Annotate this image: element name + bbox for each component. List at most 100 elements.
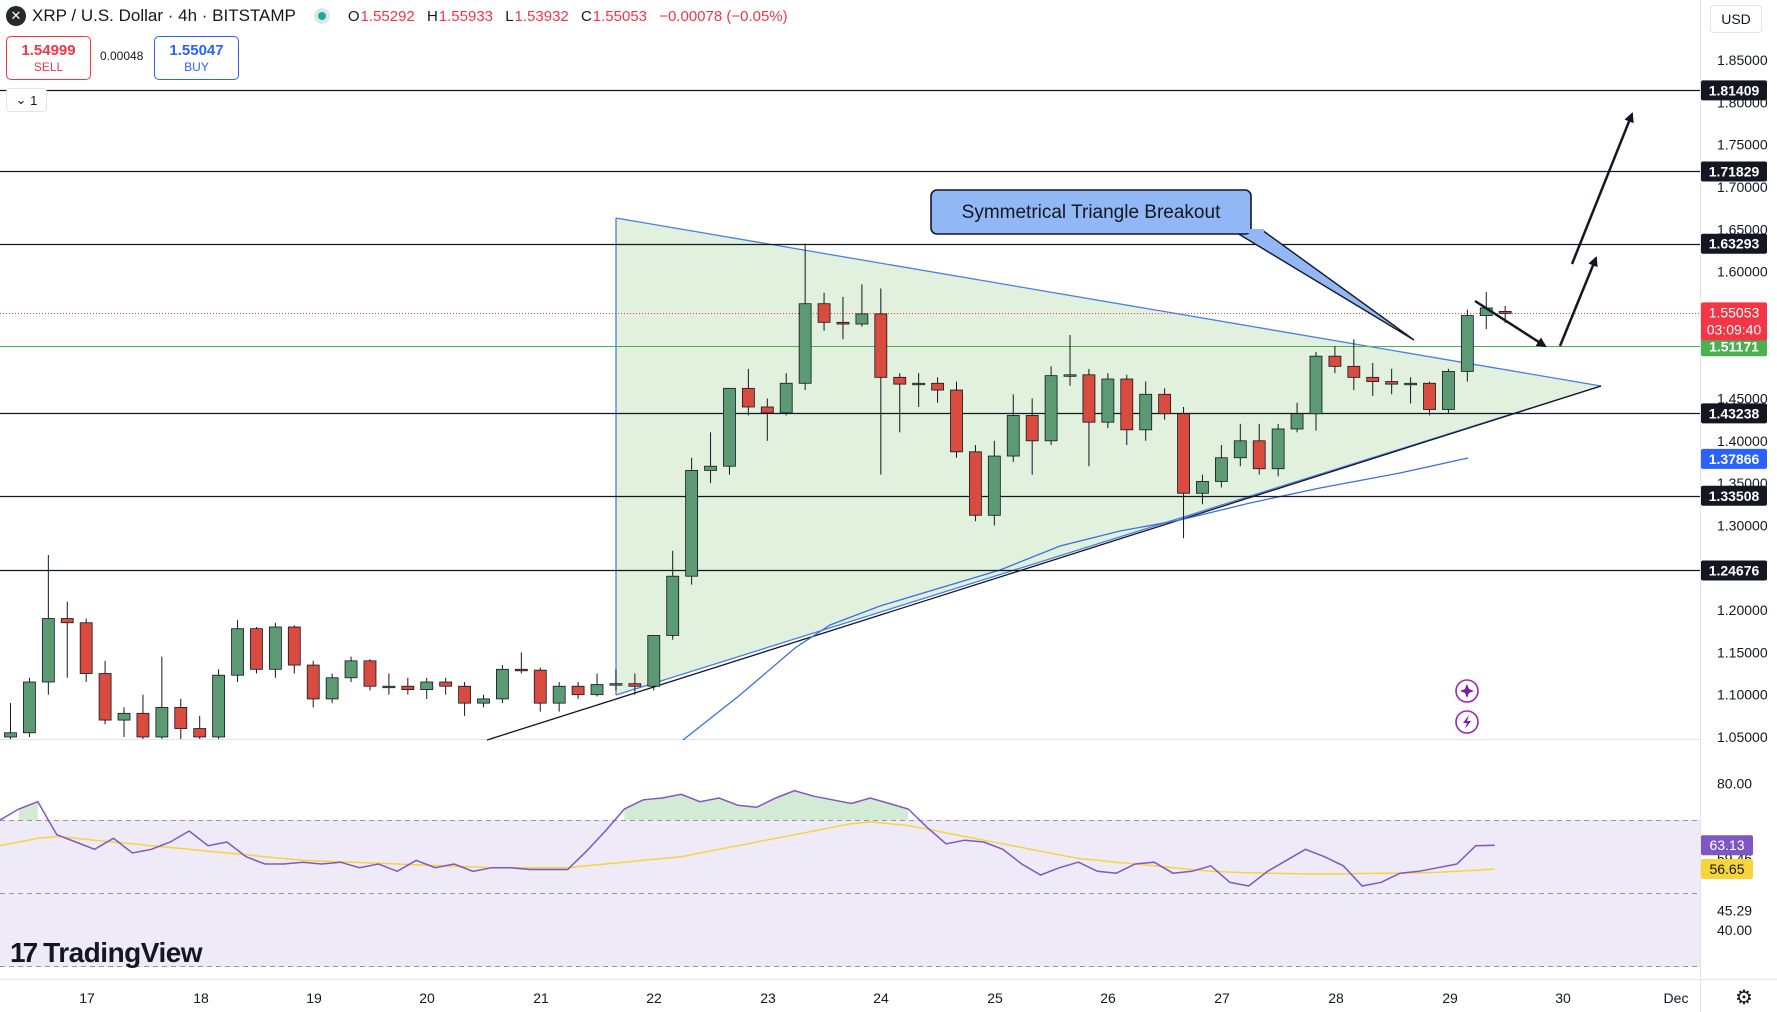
tradingview-logo[interactable]: 17 TradingView xyxy=(10,937,203,969)
candle xyxy=(1460,309,1474,382)
candle xyxy=(268,622,282,678)
target-arrow-2 xyxy=(1570,112,1634,265)
level-tag-s2: 1.33508 xyxy=(1701,485,1767,506)
x-tick-label: 20 xyxy=(419,990,435,1006)
candle xyxy=(4,703,17,739)
callout-pointer xyxy=(1229,229,1415,341)
currency-selector[interactable]: USD xyxy=(1710,5,1762,33)
level-tag-s3: 1.24676 xyxy=(1701,560,1767,581)
candle xyxy=(1101,373,1115,429)
x-tick-label: 26 xyxy=(1100,990,1116,1006)
candle xyxy=(874,288,888,475)
candle xyxy=(1328,346,1342,374)
candle xyxy=(1196,474,1209,505)
market-status-icon[interactable] xyxy=(317,12,326,20)
candle xyxy=(41,555,55,695)
triangle-upper-trendline xyxy=(615,217,1602,387)
candle xyxy=(344,656,358,682)
svg-text:56.65: 56.65 xyxy=(1709,861,1744,877)
candle xyxy=(552,681,566,712)
level-tag-r3: 1.63293 xyxy=(1701,233,1767,254)
svg-text:1.43238: 1.43238 xyxy=(1709,405,1760,421)
y-tick-label: 1.70000 xyxy=(1717,179,1768,195)
candle xyxy=(1044,366,1058,446)
y-tick-label: 1.65000 xyxy=(1717,221,1768,237)
x-tick-label: 17 xyxy=(79,990,95,1006)
sparkle-icon[interactable] xyxy=(1455,679,1479,703)
candle xyxy=(60,601,74,678)
chevron-down-icon: ⌄ xyxy=(15,92,27,107)
candle xyxy=(628,673,642,695)
change-value: −0.00078 (−0.05%) xyxy=(659,7,788,25)
candle xyxy=(155,656,169,739)
y-tick-label: 1.30000 xyxy=(1717,517,1768,533)
target-arrow-1 xyxy=(1558,256,1598,347)
close-value: 1.55053 xyxy=(592,7,648,25)
candle xyxy=(1385,368,1399,395)
candle xyxy=(477,694,490,708)
y-tick-label: 1.15000 xyxy=(1717,644,1768,660)
candle xyxy=(647,635,661,691)
y-tick-label: 1.45000 xyxy=(1717,391,1768,407)
candle xyxy=(325,673,339,704)
y-tick-label: 1.10000 xyxy=(1717,687,1768,703)
time-axis[interactable]: 17 18 19 20 21 22 23 24 25 26 27 28 29 30 Dec xyxy=(79,990,1688,1006)
buy-price: 1.55047 xyxy=(169,42,224,59)
candle xyxy=(136,694,150,739)
level-tag-s1: 1.43238 xyxy=(1701,403,1767,424)
candle xyxy=(987,440,1001,526)
rsi-axis-label: 40.00 xyxy=(1717,922,1752,938)
candle xyxy=(969,445,982,522)
candle xyxy=(382,673,396,695)
candle xyxy=(1025,398,1039,475)
candle xyxy=(609,669,623,691)
x-tick-label: 18 xyxy=(193,990,209,1006)
candle xyxy=(1366,362,1380,396)
support-trendline xyxy=(486,385,1602,741)
candle xyxy=(1063,335,1077,386)
candle xyxy=(1309,351,1323,431)
candle xyxy=(458,681,471,716)
x-tick-label: 25 xyxy=(987,990,1003,1006)
candle xyxy=(931,377,944,403)
buy-button[interactable]: 1.55047 BUY xyxy=(154,36,239,80)
triangle-fill xyxy=(616,218,1601,695)
sell-button[interactable]: 1.54999 SELL xyxy=(6,36,91,80)
x-tick-label: 23 xyxy=(760,990,776,1006)
candle xyxy=(723,387,736,475)
candle xyxy=(685,457,699,585)
level-tag-r2: 1.71829 xyxy=(1701,161,1767,182)
candle xyxy=(817,292,831,331)
rsi-ma-line xyxy=(0,821,1495,875)
candle xyxy=(836,296,850,340)
indicators-toggle-button[interactable]: ⌄ 1 xyxy=(6,88,47,112)
level-tag-r1: 1.81409 xyxy=(1701,80,1767,101)
symbol-title[interactable]: XRP / U.S. Dollar · 4h · BITSTAMP xyxy=(32,6,296,25)
candle xyxy=(79,618,93,682)
ma-price-tag: 1.37866 xyxy=(1701,448,1767,469)
gear-icon[interactable]: ⚙ xyxy=(1735,987,1753,1009)
svg-text:1.24676: 1.24676 xyxy=(1709,562,1760,578)
candle xyxy=(704,432,717,484)
y-tick-label: 1.60000 xyxy=(1717,264,1768,280)
candle xyxy=(306,660,320,708)
candle xyxy=(912,373,926,407)
rsi-axis-label: 80.00 xyxy=(1717,775,1752,791)
horizontal-levels xyxy=(0,89,1700,572)
tradingview-mark-icon: 17 xyxy=(10,937,38,968)
svg-text:1.51171: 1.51171 xyxy=(1709,338,1759,354)
candle xyxy=(401,677,415,695)
ohlc-readout: O1.55292 H1.55933 L1.53932 C1.55053 −0.0… xyxy=(347,7,788,25)
lightning-icon[interactable] xyxy=(1455,710,1479,734)
svg-text:1.81409: 1.81409 xyxy=(1709,82,1760,98)
sell-price: 1.54999 xyxy=(21,42,76,59)
buy-label: BUY xyxy=(184,60,209,74)
candle xyxy=(193,715,207,739)
candle xyxy=(439,677,453,695)
candle xyxy=(363,659,377,691)
callout-box[interactable] xyxy=(930,189,1252,235)
candle xyxy=(1214,445,1228,488)
price-axis[interactable]: 1.850001.800001.750001.700001.650001.600… xyxy=(1717,52,1768,745)
